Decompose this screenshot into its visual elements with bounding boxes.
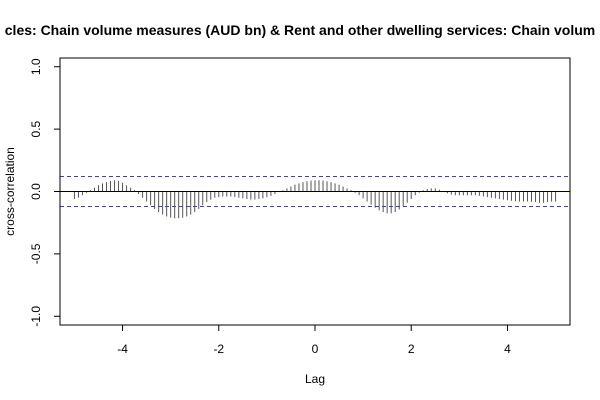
x-tick-label: 2	[408, 342, 415, 356]
y-tick-label: 1.0	[29, 58, 43, 75]
y-axis-label: cross-correlation	[3, 147, 17, 236]
y-tick-label: 0.5	[29, 120, 43, 137]
y-tick-label: -1.0	[29, 306, 43, 327]
x-tick-label: 0	[312, 342, 319, 356]
x-axis-label: Lag	[305, 372, 325, 386]
x-tick-label: -4	[117, 342, 128, 356]
x-tick-label: -2	[213, 342, 224, 356]
y-tick-label: -0.5	[29, 243, 43, 264]
y-tick-label: 0.0	[29, 183, 43, 200]
x-tick-label: 4	[504, 342, 511, 356]
chart-title: cles: Chain volume measures (AUD bn) & R…	[5, 22, 595, 38]
plot-frame	[59, 57, 571, 326]
